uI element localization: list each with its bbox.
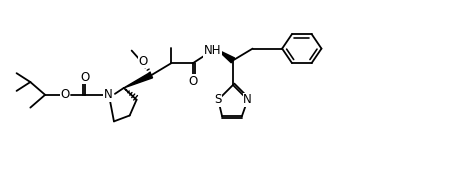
Text: O: O — [188, 75, 197, 88]
Text: N: N — [243, 93, 252, 106]
Text: O: O — [81, 71, 90, 84]
Text: NH: NH — [204, 44, 221, 57]
Polygon shape — [217, 50, 235, 63]
Text: O: O — [60, 88, 70, 101]
Text: S: S — [214, 93, 222, 106]
Text: O: O — [139, 55, 148, 68]
Polygon shape — [124, 73, 153, 88]
Text: N: N — [104, 88, 112, 101]
